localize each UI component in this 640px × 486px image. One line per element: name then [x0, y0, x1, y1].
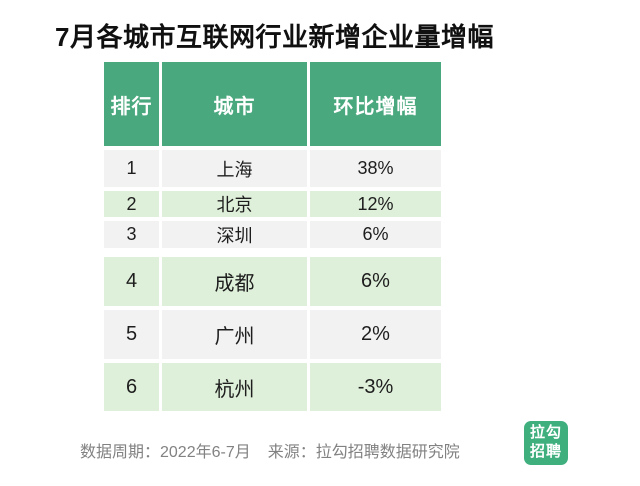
change-cell: 38% — [310, 150, 441, 187]
footer-caption: 数据周期：2022年6-7月 来源：拉勾招聘数据研究院 — [80, 438, 460, 462]
rank-cell: 6 — [104, 363, 159, 411]
change-cell: 12% — [310, 191, 441, 217]
table-row: 3 深圳 6% — [104, 221, 444, 248]
city-growth-table: 排行 城市 环比增幅 1 上海 38% 2 北京 12% 3 深圳 6% 4 成都 6% 5 广州 2% 6 杭… — [104, 62, 444, 411]
change-cell: 6% — [310, 221, 441, 248]
rank-cell: 2 — [104, 191, 159, 217]
logo-line-2: 招聘 — [529, 443, 562, 460]
header-rank: 排行 — [104, 62, 159, 146]
lagou-logo: 拉勾 招聘 — [524, 421, 568, 465]
header-change: 环比增幅 — [310, 62, 441, 146]
table-row: 5 广州 2% — [104, 310, 444, 359]
rank-cell: 5 — [104, 310, 159, 359]
table-row: 2 北京 12% — [104, 191, 444, 217]
page-title: 7月各城市互联网行业新增企业量增幅 — [55, 22, 494, 52]
rank-cell: 4 — [104, 257, 159, 306]
table-row: 4 成都 6% — [104, 257, 444, 306]
city-cell: 成都 — [162, 257, 307, 306]
change-cell: 6% — [310, 257, 441, 306]
city-cell: 上海 — [162, 150, 307, 187]
table-row: 6 杭州 -3% — [104, 363, 444, 411]
table-header-row: 排行 城市 环比增幅 — [104, 62, 444, 146]
logo-line-1: 拉勾 — [529, 424, 562, 442]
header-city: 城市 — [162, 62, 307, 146]
data-source-label: 来源：拉勾招聘数据研究院 — [267, 444, 460, 461]
change-cell: 2% — [310, 310, 441, 359]
city-cell: 杭州 — [162, 363, 307, 411]
table-body: 1 上海 38% 2 北京 12% 3 深圳 6% 4 成都 6% 5 广州 2% 6 杭州 -3% — [104, 150, 444, 411]
city-cell: 广州 — [162, 310, 307, 359]
table-row: 1 上海 38% — [104, 150, 444, 187]
change-cell: -3% — [310, 363, 441, 411]
data-period-label: 数据周期：2022年6-7月 — [80, 444, 251, 461]
rank-cell: 1 — [104, 150, 159, 187]
rank-cell: 3 — [104, 221, 159, 248]
city-cell: 北京 — [162, 191, 307, 217]
city-cell: 深圳 — [162, 221, 307, 248]
